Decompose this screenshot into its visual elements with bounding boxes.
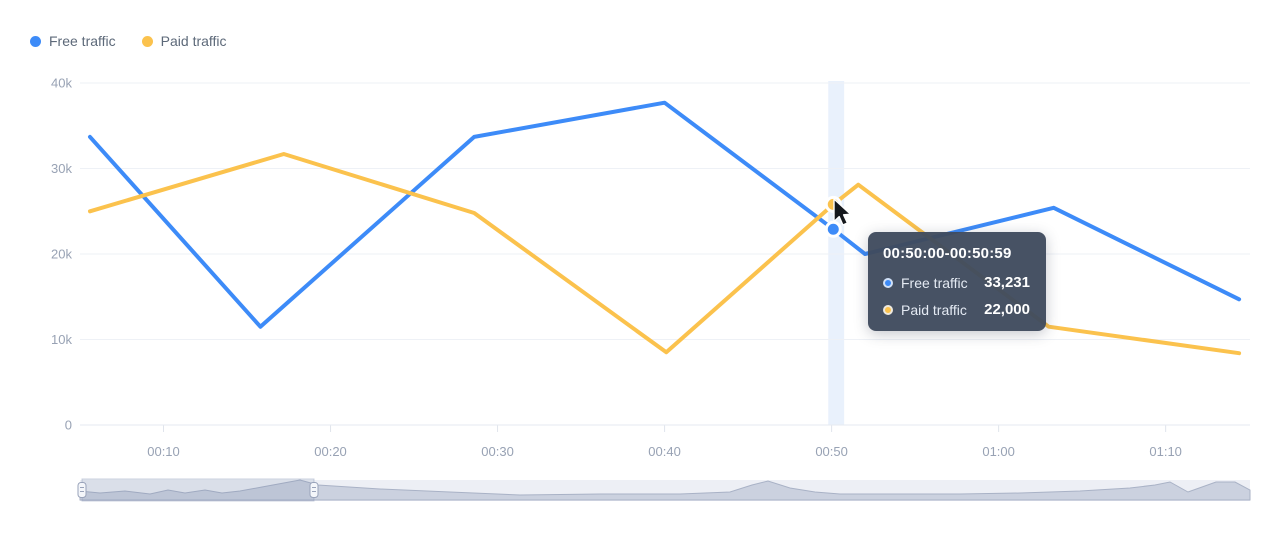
legend-dot-icon — [30, 35, 41, 47]
tooltip-series-dot-icon — [883, 277, 893, 288]
legend-dot-icon — [141, 35, 153, 47]
tooltip-title: 00:50:00-00:50:59 — [883, 245, 1012, 262]
navigator-selection[interactable] — [81, 478, 315, 502]
y-axis-tick-label: 20k — [51, 247, 72, 262]
navigator-area-chart — [79, 479, 1251, 501]
y-axis-tick-label: 10k — [51, 332, 72, 347]
tooltip-series-value: 33,231 — [984, 274, 1030, 291]
tooltip-row-free-traffic: Free traffic 33,231 — [883, 274, 1030, 291]
tooltip-series-value: 22,000 — [984, 301, 1030, 318]
x-axis-tick-label: 00:20 — [314, 444, 347, 459]
legend-item-paid-traffic[interactable]: Paid traffic — [141, 33, 227, 49]
series-line-free-traffic[interactable] — [88, 100, 1242, 329]
legend-item-free-traffic[interactable]: Free traffic — [30, 33, 116, 49]
plot-area[interactable] — [80, 83, 1250, 425]
tooltip-series-dot-icon — [883, 304, 893, 315]
y-axis-tick-label: 0 — [65, 418, 72, 433]
navigator-handle-left[interactable] — [77, 482, 87, 498]
tooltip-row-paid-traffic: Paid traffic 22,000 — [883, 301, 1030, 318]
hover-point-free-traffic — [824, 220, 842, 238]
x-axis-tick-label: 00:30 — [481, 444, 514, 459]
y-axis-tick-label: 40k — [51, 76, 72, 91]
x-axis-tick-label: 00:40 — [648, 444, 681, 459]
cursor-pointer-icon — [833, 198, 852, 226]
hover-tooltip: 00:50:00-00:50:59 Free traffic 33,231 Paid… — [868, 232, 1046, 331]
legend-item-label: Free traffic — [49, 33, 116, 49]
x-axis-tick-label: 01:10 — [1149, 444, 1182, 459]
legend-item-label: Paid traffic — [160, 33, 227, 49]
tooltip-series-label: Paid traffic — [901, 301, 967, 318]
navigator-handle-right[interactable] — [309, 482, 319, 498]
x-axis-tick-label: 01:00 — [982, 444, 1015, 459]
x-axis-tick-label: 00:10 — [147, 444, 180, 459]
chart-legend: Free traffic Paid traffic — [30, 33, 227, 49]
tooltip-series-label: Free traffic — [901, 274, 968, 291]
y-axis-tick-label: 30k — [51, 161, 72, 176]
x-axis-tick-label: 00:50 — [815, 444, 848, 459]
